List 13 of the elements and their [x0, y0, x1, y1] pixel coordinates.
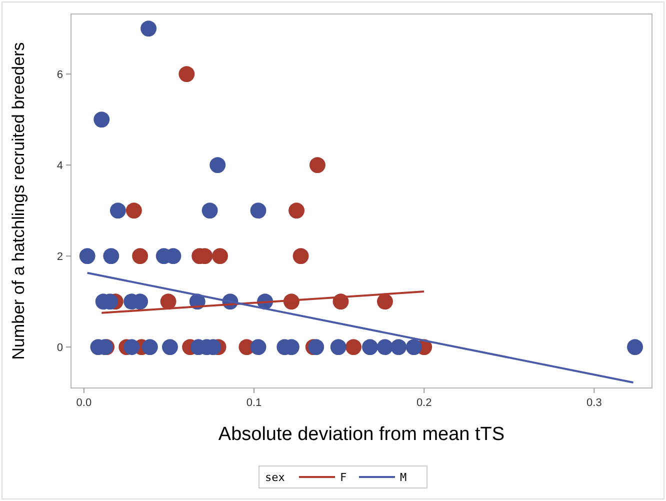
- x-axis-title: Absolute deviation from mean tTS: [218, 424, 505, 445]
- x-tick-label: 0.0: [76, 397, 92, 409]
- y-axis-title: Number of a hatchlings recruited breeders: [9, 42, 28, 360]
- x-tick-label: 0.2: [416, 397, 432, 409]
- legend-label: M: [400, 471, 407, 484]
- x-tick-label: 0.3: [586, 397, 602, 409]
- y-tick-label: 4: [56, 160, 63, 172]
- y-tick-label: 0: [56, 342, 63, 354]
- legend-label: F: [340, 471, 347, 484]
- legend-title: sex: [265, 471, 286, 484]
- y-tick-label: 2: [56, 251, 63, 264]
- x-tick-label: 0.1: [246, 397, 262, 409]
- y-tick-label: 6: [56, 69, 63, 82]
